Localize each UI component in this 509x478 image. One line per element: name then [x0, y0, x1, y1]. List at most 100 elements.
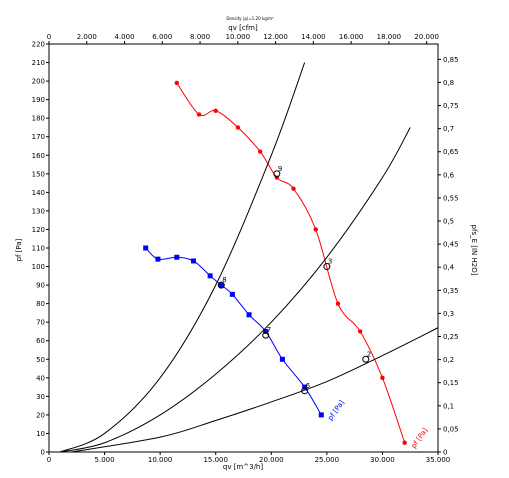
y-tick-label: 200: [32, 78, 45, 86]
y2-tick-label: 0: [443, 449, 447, 457]
operating-point-label: 7: [267, 326, 271, 334]
y2-tick-label: 0,55: [443, 194, 459, 202]
y-tick-label: 10: [36, 430, 45, 438]
x2-tick-label: 0: [47, 33, 51, 41]
x-tick-label: 20.000: [259, 456, 284, 464]
blue-data-point: [143, 245, 149, 251]
operating-point-label: 3: [328, 258, 332, 266]
y-tick-label: 220: [32, 41, 45, 49]
y-tick-label: 170: [32, 133, 45, 141]
blue-data-point: [190, 258, 196, 264]
x2-tick-label: 18.000: [377, 33, 402, 41]
y-tick-label: 20: [36, 411, 45, 419]
x2-axis-label: qv [cfm]: [228, 24, 258, 32]
y2-tick-label: 0,35: [443, 287, 459, 295]
red-data-point: [174, 80, 180, 86]
operating-point-label: 9: [278, 165, 282, 173]
operating-point-marker: [362, 355, 370, 363]
red-data-point: [257, 149, 263, 154]
operating-point-label: 6: [306, 382, 311, 390]
y-tick-label: 90: [36, 282, 45, 290]
y-tick-label: 30: [36, 393, 45, 401]
y-tick-label: 50: [36, 356, 45, 364]
x2-tick-label: 16.000: [339, 33, 364, 41]
blue-data-point: [263, 328, 269, 334]
y2-tick-label: 0,25: [443, 333, 459, 341]
x-tick-label: 25.000: [315, 456, 340, 464]
red-data-point: [313, 227, 318, 232]
x2-tick-label: 20.000: [414, 33, 439, 41]
blue-data-point: [279, 356, 285, 362]
y-tick-label: 160: [32, 152, 45, 160]
blue-data-point: [218, 282, 224, 288]
blue-data-point: [229, 291, 235, 297]
y-tick-label: 100: [32, 263, 45, 271]
x-tick-label: 0: [47, 456, 51, 464]
y-tick-label: 180: [32, 115, 45, 123]
y-tick-label: 70: [36, 319, 45, 327]
system-curve-line: [71, 327, 439, 453]
y2-tick-label: 0,15: [443, 379, 459, 387]
y2-tick-label: 0,65: [443, 148, 459, 156]
x2-tick-label: 8.000: [190, 33, 210, 41]
plot-area: [48, 43, 439, 453]
blue-data-point: [174, 254, 180, 260]
red-data-point: [335, 301, 341, 306]
x2-tick-label: 10.000: [226, 33, 251, 41]
red-data-point: [291, 186, 296, 191]
y2-tick-label: 0,6: [443, 171, 455, 179]
y-tick-label: 60: [36, 337, 45, 345]
red-data-point: [196, 112, 202, 117]
operating-point-marker: [301, 387, 309, 395]
x2-tick-label: 12.000: [263, 33, 288, 41]
x-tick-label: 35.000: [426, 456, 451, 464]
red-data-point: [380, 375, 385, 381]
y-tick-label: 40: [36, 374, 45, 382]
y2-tick-label: 0,85: [443, 56, 459, 64]
y2-tick-label: 0,5: [443, 218, 454, 226]
x-axis-label: qv [m^3/h]: [223, 463, 263, 471]
chart-title: Density (ρ)=1,20 kg/m³: [226, 16, 274, 21]
x-tick-label: 30.000: [370, 456, 395, 464]
system-curve-line: [59, 62, 306, 453]
x2-tick-label: 4.000: [115, 33, 135, 41]
y-tick-label: 80: [36, 300, 45, 308]
y-tick-label: 190: [32, 96, 45, 104]
y-tick-label: 140: [32, 189, 45, 197]
y-tick-label: 130: [32, 207, 45, 215]
y-tick-label: 110: [32, 245, 45, 253]
y2-tick-label: 0,4: [443, 264, 455, 272]
red-data-point: [213, 108, 218, 113]
blue-data-point: [155, 256, 161, 262]
blue-data-point: [246, 312, 252, 318]
blue-data-point: [318, 412, 324, 418]
y-tick-label: 120: [32, 226, 45, 234]
y2-tick-label: 0,1: [443, 402, 454, 410]
y-tick-label: 210: [32, 59, 45, 67]
y2-tick-label: 0,05: [443, 425, 459, 433]
x2-tick-label: 14.000: [301, 33, 326, 41]
operating-point-marker: [217, 281, 225, 289]
y2-axis-label: pfs_E [IN H2O]: [470, 225, 478, 276]
y-tick-label: 0: [41, 449, 45, 457]
blue-data-point: [302, 384, 308, 390]
y2-tick-label: 0,45: [443, 241, 459, 249]
red-data-point: [274, 175, 280, 180]
x2-tick-label: 2.000: [77, 33, 97, 41]
red-data-point: [358, 329, 363, 334]
red-data-point: [402, 440, 407, 445]
operating-point-marker: [262, 331, 270, 339]
x2-tick-label: 6.000: [152, 33, 172, 41]
operating-point-marker: [323, 263, 331, 271]
y2-tick-label: 0,7: [443, 125, 454, 133]
y-axis-label: pf [Pa]: [15, 238, 23, 261]
x-tick-label: 10.000: [148, 456, 173, 464]
x-tick-label: 15.000: [203, 456, 228, 464]
blue-data-point: [207, 273, 213, 279]
operating-point-marker: [273, 170, 281, 178]
system-curve-line: [60, 127, 411, 453]
operating-point-label: 8: [222, 276, 226, 284]
y-tick-label: 150: [32, 170, 45, 178]
x-tick-label: 5.000: [95, 456, 115, 464]
